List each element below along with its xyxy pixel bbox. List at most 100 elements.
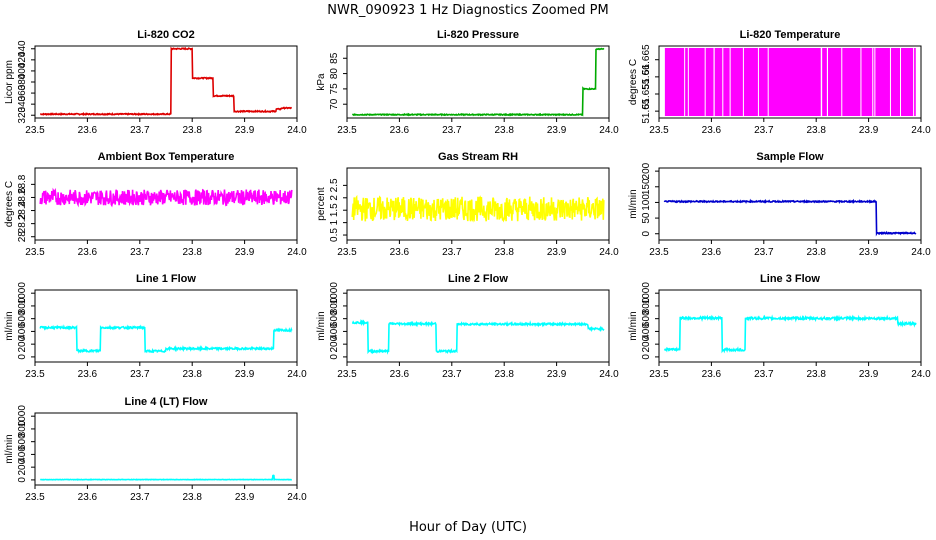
- x-tick-label: 23.7: [754, 369, 774, 380]
- y-axis-label: ml/min: [316, 311, 327, 340]
- y-axis-label: Licor ppm: [4, 60, 15, 104]
- plot-frame: [658, 167, 922, 241]
- panel-5: Sample Flow 23.5 23.6 23.7 23.8 23.9 24.0 0 5010…: [628, 151, 931, 258]
- y-axis-label: ml/min: [628, 189, 639, 218]
- panel-8: Line 3 Flow 23.5 23.6 23.7 23.8 23.9 24.0 0 2004…: [628, 273, 931, 380]
- y-tick-label: 50: [641, 212, 652, 224]
- x-tick-label: 23.5: [25, 369, 45, 380]
- x-tick-label: 23.5: [25, 125, 45, 136]
- y-tick-label: 0: [17, 477, 28, 483]
- x-tick-label: 23.8: [806, 125, 826, 136]
- x-tick-label: 23.9: [235, 125, 255, 136]
- x-tick-label: 24.0: [599, 125, 619, 136]
- y-tick-label: 800: [329, 297, 340, 314]
- series-line: [664, 314, 917, 354]
- y-tick-label: 75: [329, 83, 340, 95]
- series-line: [39, 187, 293, 208]
- y-tick-label: 400: [17, 446, 28, 463]
- figure-title: NWR_090923 1 Hz Diagnostics Zoomed PM: [327, 3, 609, 18]
- plot-frame: [34, 45, 298, 119]
- x-tick-label: 23.8: [182, 492, 202, 503]
- x-tick-label: 23.8: [494, 369, 514, 380]
- plot-frame: [34, 289, 298, 363]
- y-tick-label: 200: [17, 335, 28, 352]
- x-tick-label: 23.5: [337, 125, 357, 136]
- y-tick-label: 28.6: [17, 187, 28, 207]
- x-tick-label: 24.0: [911, 125, 931, 136]
- series-line: [351, 318, 605, 355]
- y-axis-label: degrees C: [628, 59, 639, 105]
- x-tick-label: 23.8: [806, 369, 826, 380]
- x-tick-label: 23.6: [390, 125, 410, 136]
- panel-title: Li-820 Pressure: [437, 29, 519, 41]
- panel-6: Line 1 Flow 23.5 23.6 23.7 23.8 23.9 24.0 0 2004…: [4, 273, 307, 380]
- plot-frame: [658, 289, 922, 363]
- series-line: [351, 194, 605, 223]
- series-line: [39, 474, 293, 481]
- x-tick-label: 23.9: [547, 369, 567, 380]
- series-line: [663, 198, 917, 237]
- x-tick-label: 24.0: [287, 125, 307, 136]
- x-tick-label: 23.7: [130, 247, 150, 258]
- plot-frame: [34, 412, 298, 486]
- x-tick-label: 23.5: [25, 492, 45, 503]
- y-tick-label: 400: [17, 323, 28, 340]
- x-tick-label: 23.6: [390, 369, 410, 380]
- y-tick-label: 420: [17, 51, 28, 68]
- x-tick-label: 23.7: [130, 369, 150, 380]
- panel-9: Line 4 (LT) Flow 23.5 23.6 23.7 23.8 23.9 24.0…: [4, 396, 307, 503]
- y-tick-label: 51.65: [641, 98, 652, 123]
- y-axis-label: ml/min: [628, 311, 639, 340]
- panel-title: Sample Flow: [756, 151, 824, 163]
- y-tick-label: 380: [17, 73, 28, 90]
- y-tick-label: 1000: [17, 282, 28, 305]
- x-tick-label: 23.6: [702, 247, 722, 258]
- panel-3: Ambient Box Temperature 23.5 23.6 23.7 23.8 2…: [4, 151, 307, 258]
- panel-title: Line 4 (LT) Flow: [125, 396, 208, 408]
- y-axis-label: ml/min: [4, 311, 15, 340]
- y-tick-label: 2.5: [329, 178, 340, 192]
- x-tick-label: 23.5: [649, 125, 669, 136]
- x-tick-label: 23.5: [649, 247, 669, 258]
- x-tick-label: 23.9: [859, 125, 879, 136]
- y-tick-label: 28.8: [17, 174, 28, 194]
- panel-title: Line 2 Flow: [448, 273, 508, 285]
- y-tick-label: 600: [641, 310, 652, 327]
- x-tick-label: 23.8: [182, 247, 202, 258]
- y-axis-label: ml/min: [4, 434, 15, 463]
- series-line: [352, 47, 605, 117]
- y-tick-label: 600: [329, 310, 340, 327]
- x-tick-label: 23.7: [442, 125, 462, 136]
- x-tick-label: 23.6: [78, 247, 98, 258]
- x-tick-label: 23.9: [235, 247, 255, 258]
- panel-2: Li-820 Temperature 23.5 23.6 23.7 23.8 23.9 24…: [628, 29, 931, 136]
- x-tick-label: 23.5: [649, 369, 669, 380]
- x-tick-label: 23.7: [754, 125, 774, 136]
- y-tick-label: 51.66: [641, 64, 652, 89]
- y-tick-label: 28: [17, 231, 28, 243]
- panel-title: Line 1 Flow: [136, 273, 196, 285]
- x-tick-label: 23.8: [494, 247, 514, 258]
- plot-frame: [34, 167, 298, 241]
- x-tick-label: 23.9: [235, 492, 255, 503]
- y-tick-label: 200: [329, 335, 340, 352]
- x-tick-label: 23.7: [130, 492, 150, 503]
- plot-frame: [346, 289, 610, 363]
- y-tick-label: 400: [329, 323, 340, 340]
- panels: Li-820 CO2 23.5 23.6 23.7 23.8 23.9 24.0 320340…: [4, 29, 931, 503]
- y-tick-label: 80: [329, 68, 340, 80]
- panel-title: Li-820 CO2: [137, 29, 194, 41]
- x-tick-label: 24.0: [599, 369, 619, 380]
- y-axis-label: degrees C: [4, 181, 15, 227]
- x-tick-label: 23.9: [235, 369, 255, 380]
- panel-1: Li-820 Pressure 23.5 23.6 23.7 23.8 23.9 24.0 7…: [316, 29, 619, 136]
- x-tick-label: 23.9: [859, 247, 879, 258]
- y-axis-label: percent: [316, 187, 327, 221]
- x-tick-label: 23.8: [806, 247, 826, 258]
- y-tick-label: 0: [641, 231, 652, 237]
- plot-frame: [346, 167, 610, 241]
- y-tick-label: 0: [17, 354, 28, 360]
- y-tick-label: 2: [329, 195, 340, 201]
- y-tick-label: 0.5: [329, 228, 340, 242]
